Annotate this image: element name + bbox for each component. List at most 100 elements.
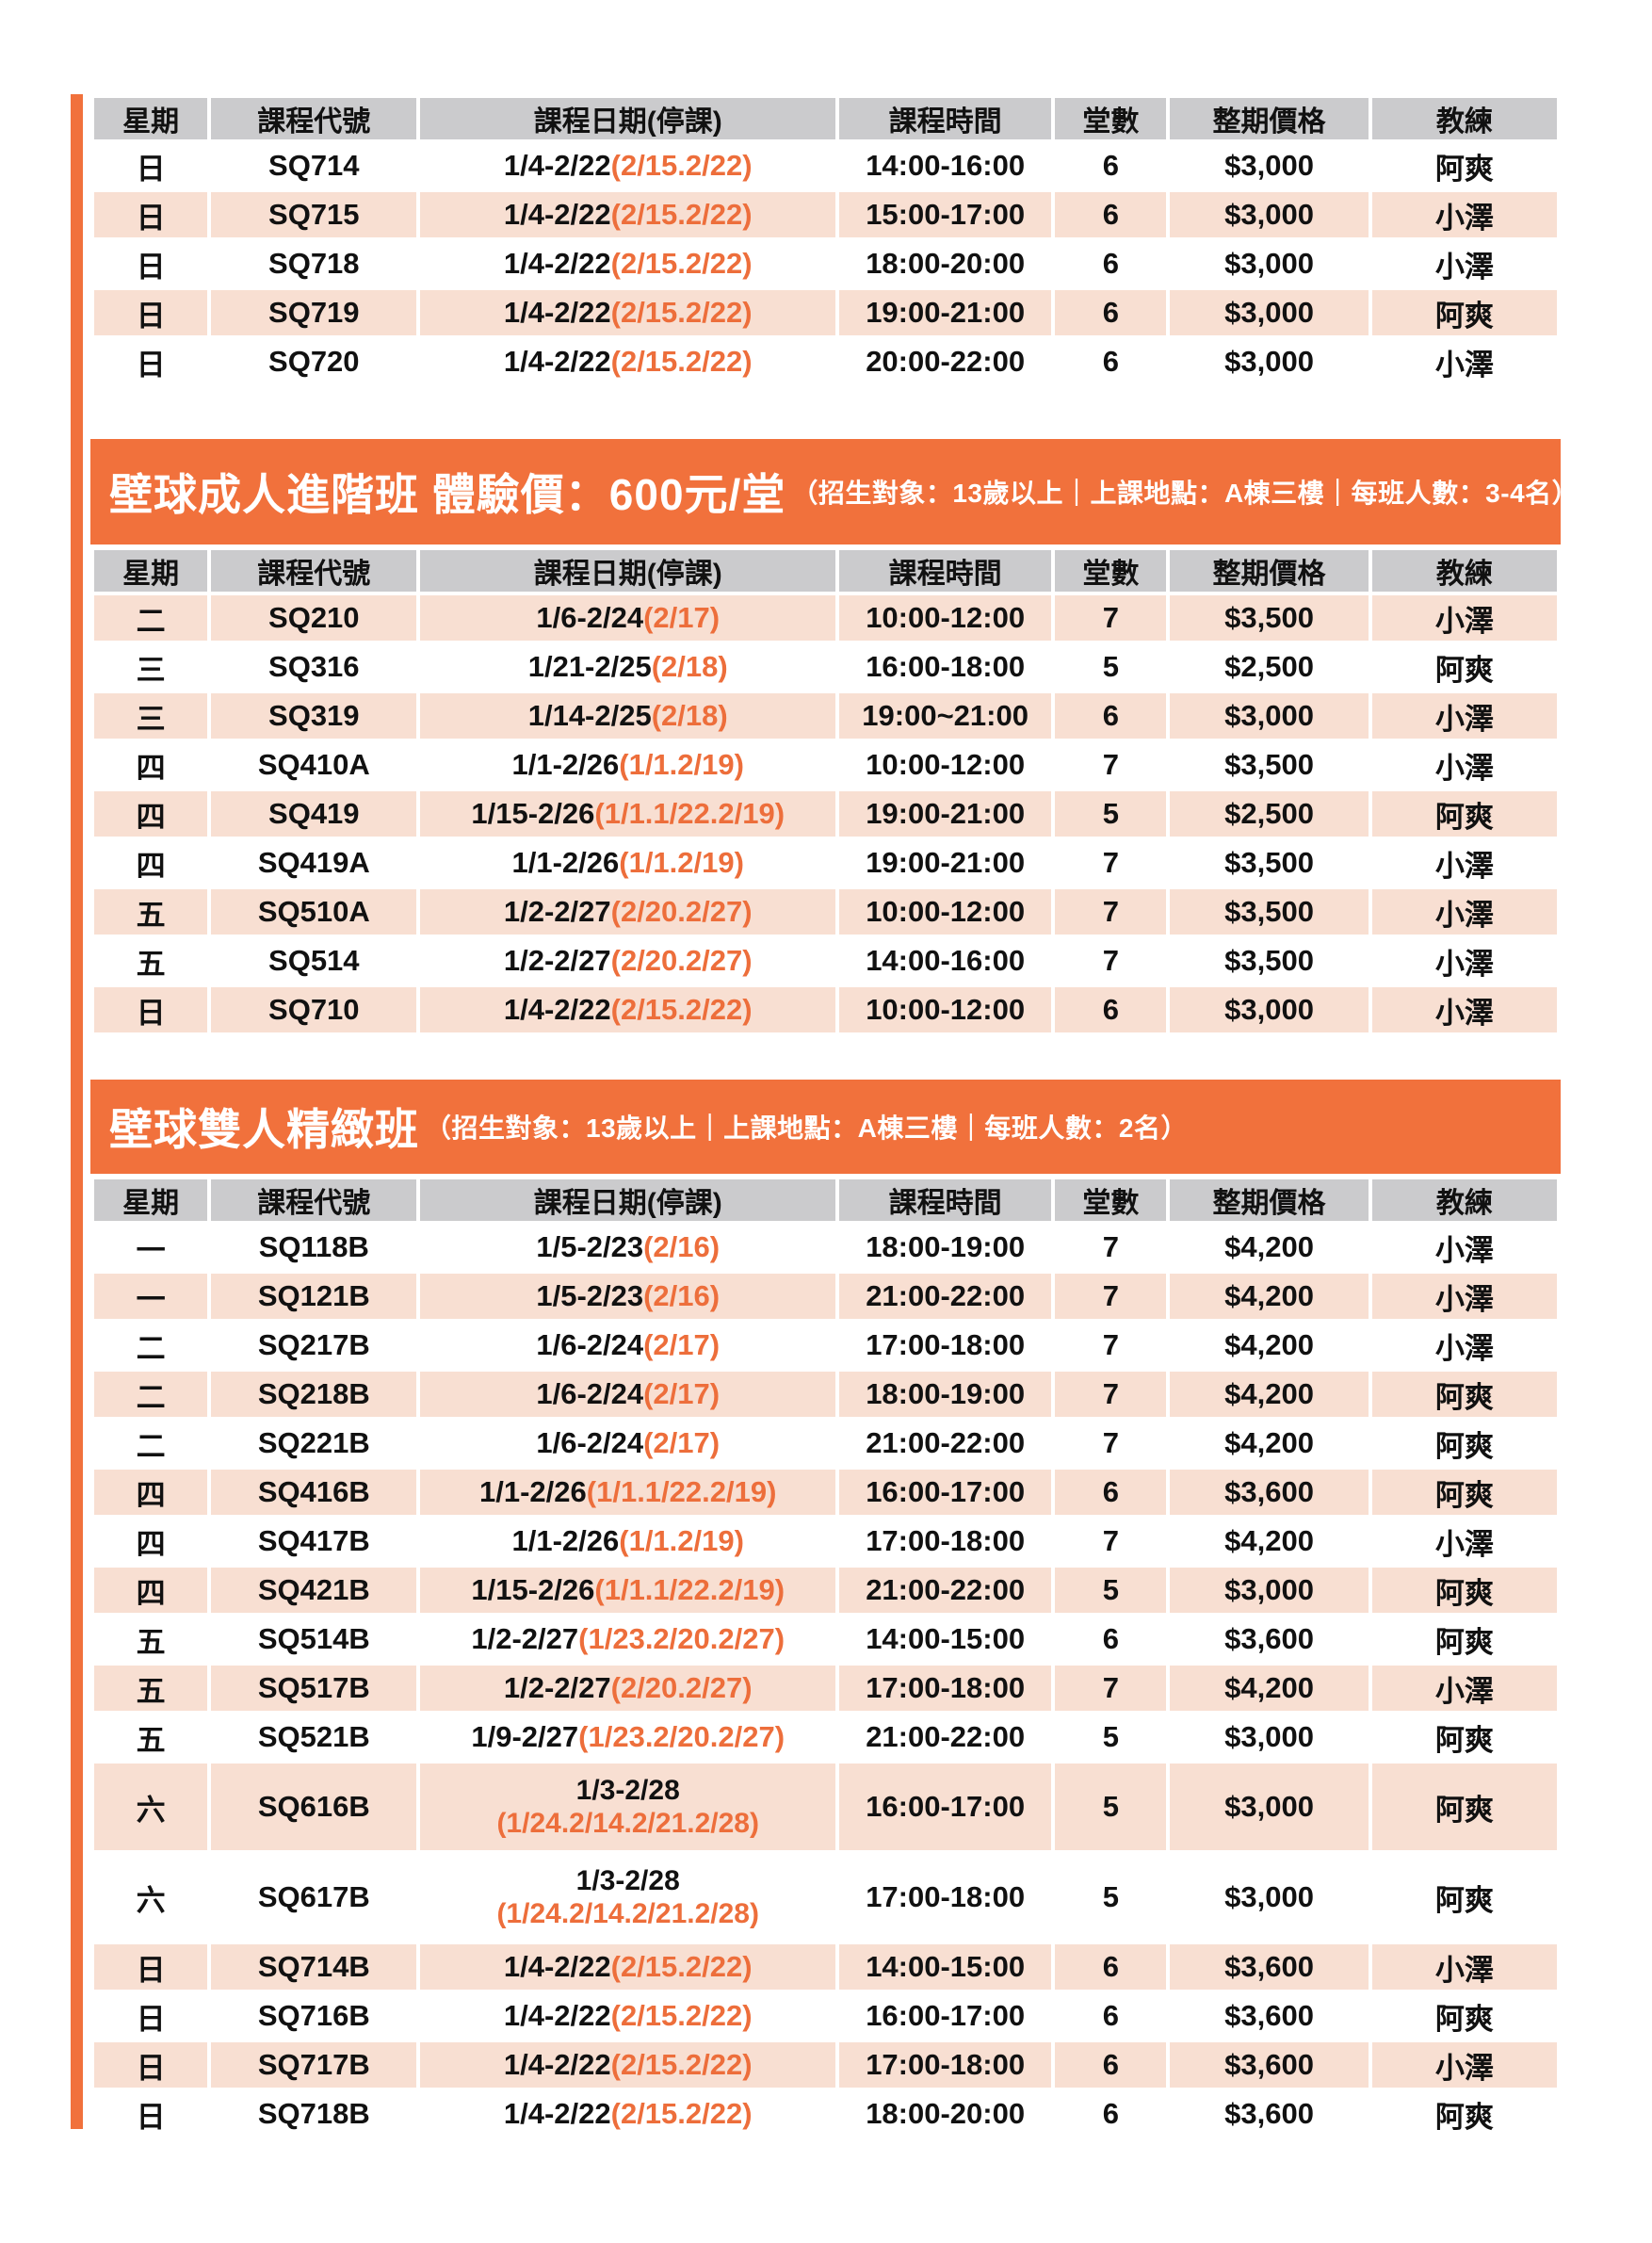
course-code-cell: SQ714B xyxy=(211,1944,417,1990)
session-count-cell: 6 xyxy=(1055,143,1167,188)
column-header: 課程時間 xyxy=(839,98,1052,139)
table-row: 二 SQ218B 1/6-2/24(2/17) 18:00-19:00 7 $4… xyxy=(94,1372,1557,1417)
day-cell: 四 xyxy=(94,840,208,886)
column-header: 星期 xyxy=(94,98,208,139)
coach-cell: 阿爽 xyxy=(1371,143,1557,188)
price-cell: $3,600 xyxy=(1170,2042,1369,2088)
course-time-cell: 14:00-16:00 xyxy=(839,938,1052,983)
course-date-cell: 1/1-2/26(1/1.2/19) xyxy=(420,1519,835,1564)
course-date-cell: 1/2-2/27(2/20.2/27) xyxy=(420,889,835,935)
price-cell: $3,000 xyxy=(1170,987,1369,1032)
coach-cell: 阿爽 xyxy=(1371,1617,1557,1662)
course-date-cell: 1/4-2/22(2/15.2/22) xyxy=(420,241,835,286)
coach-cell: 小澤 xyxy=(1371,192,1557,237)
table-row: 日 SQ718 1/4-2/22(2/15.2/22) 18:00-20:00 … xyxy=(94,241,1557,286)
price-cell: $2,500 xyxy=(1170,791,1369,837)
day-cell: 日 xyxy=(94,987,208,1032)
course-code-cell: SQ514B xyxy=(211,1617,417,1662)
course-time-cell: 19:00-21:00 xyxy=(839,840,1052,886)
coach-cell: 阿爽 xyxy=(1371,1764,1557,1850)
day-cell: 二 xyxy=(94,1421,208,1466)
course-code-cell: SQ617B xyxy=(211,1854,417,1941)
price-cell: $3,000 xyxy=(1170,1764,1369,1850)
course-date-cell: 1/3-2/28 (1/24.2/14.2/21.2/28) xyxy=(420,1764,835,1850)
table-row: 四 SQ417B 1/1-2/26(1/1.2/19) 17:00-18:00 … xyxy=(94,1519,1557,1564)
course-date-cell: 1/15-2/26(1/1.1/22.2/19) xyxy=(420,1568,835,1613)
course-date-cell: 1/6-2/24(2/17) xyxy=(420,1372,835,1417)
table-row: 一 SQ121B 1/5-2/23(2/16) 21:00-22:00 7 $4… xyxy=(94,1274,1557,1319)
price-cell: $4,200 xyxy=(1170,1421,1369,1466)
course-code-cell: SQ210 xyxy=(211,595,417,641)
course-code-cell: SQ217B xyxy=(211,1323,417,1368)
table-row: 日 SQ717B 1/4-2/22(2/15.2/22) 17:00-18:00… xyxy=(94,2042,1557,2088)
course-time-cell: 16:00-17:00 xyxy=(839,1470,1052,1515)
course-date-cell: 1/3-2/28 (1/24.2/14.2/21.2/28) xyxy=(420,1854,835,1941)
course-time-cell: 14:00-16:00 xyxy=(839,143,1052,188)
day-cell: 日 xyxy=(94,2091,208,2137)
course-code-cell: SQ510A xyxy=(211,889,417,935)
session-count-cell: 6 xyxy=(1055,1617,1167,1662)
session-count-cell: 6 xyxy=(1055,2091,1167,2137)
course-time-cell: 19:00-21:00 xyxy=(839,791,1052,837)
coach-cell: 小澤 xyxy=(1371,840,1557,886)
column-header: 教練 xyxy=(1371,550,1557,592)
course-time-cell: 17:00-18:00 xyxy=(839,1854,1052,1941)
course-code-cell: SQ517B xyxy=(211,1666,417,1711)
course-date-cell: 1/4-2/22(2/15.2/22) xyxy=(420,2091,835,2137)
table-header-row: 星期 課程代號 課程日期(停課) 課程時間 堂數 整期價格 教練 xyxy=(94,1179,1557,1221)
price-cell: $3,500 xyxy=(1170,938,1369,983)
day-cell: 四 xyxy=(94,1470,208,1515)
table-row: 四 SQ410A 1/1-2/26(1/1.2/19) 10:00-12:00 … xyxy=(94,742,1557,788)
table-row: 日 SQ710 1/4-2/22(2/15.2/22) 10:00-12:00 … xyxy=(94,987,1557,1032)
course-time-cell: 14:00-15:00 xyxy=(839,1944,1052,1990)
table-row: 四 SQ419 1/15-2/26(1/1.1/22.2/19) 19:00-2… xyxy=(94,791,1557,837)
table-row: 五 SQ521B 1/9-2/27(1/23.2/20.2/27) 21:00-… xyxy=(94,1715,1557,1760)
table-header-row: 星期 課程代號 課程日期(停課) 課程時間 堂數 整期價格 教練 xyxy=(94,98,1557,139)
coach-cell: 小澤 xyxy=(1371,1666,1557,1711)
table-header-row: 星期 課程代號 課程日期(停課) 課程時間 堂數 整期價格 教練 xyxy=(94,550,1557,592)
column-header: 課程代號 xyxy=(211,1179,417,1221)
course-code-cell: SQ718B xyxy=(211,2091,417,2137)
coach-cell: 阿爽 xyxy=(1371,1993,1557,2039)
session-count-cell: 6 xyxy=(1055,192,1167,237)
coach-cell: 小澤 xyxy=(1371,1323,1557,1368)
course-time-cell: 19:00~21:00 xyxy=(839,693,1052,739)
course-date-cell: 1/9-2/27(1/23.2/20.2/27) xyxy=(420,1715,835,1760)
column-header: 課程時間 xyxy=(839,1179,1052,1221)
page-content: 星期 課程代號 課程日期(停課) 課程時間 堂數 整期價格 教練 日 SQ714 1/4-2… xyxy=(90,94,1579,2140)
course-date-cell: 1/1-2/26(1/1.2/19) xyxy=(420,742,835,788)
course-code-cell: SQ410A xyxy=(211,742,417,788)
column-header: 堂數 xyxy=(1055,550,1167,592)
course-time-cell: 16:00-17:00 xyxy=(839,1764,1052,1850)
table-row: 日 SQ718B 1/4-2/22(2/15.2/22) 18:00-20:00… xyxy=(94,2091,1557,2137)
day-cell: 六 xyxy=(94,1854,208,1941)
session-count-cell: 7 xyxy=(1055,595,1167,641)
session-count-cell: 7 xyxy=(1055,889,1167,935)
course-date-cell: 1/4-2/22(2/15.2/22) xyxy=(420,290,835,335)
course-code-cell: SQ718 xyxy=(211,241,417,286)
price-cell: $4,200 xyxy=(1170,1666,1369,1711)
course-code-cell: SQ717B xyxy=(211,2042,417,2088)
table-row: 日 SQ715 1/4-2/22(2/15.2/22) 15:00-17:00 … xyxy=(94,192,1557,237)
table-row: 二 SQ210 1/6-2/24(2/17) 10:00-12:00 7 $3,… xyxy=(94,595,1557,641)
day-cell: 一 xyxy=(94,1225,208,1270)
course-time-cell: 17:00-18:00 xyxy=(839,2042,1052,2088)
course-date-cell: 1/6-2/24(2/17) xyxy=(420,1421,835,1466)
coach-cell: 小澤 xyxy=(1371,339,1557,384)
column-header: 堂數 xyxy=(1055,98,1167,139)
day-cell: 一 xyxy=(94,1274,208,1319)
session-count-cell: 7 xyxy=(1055,840,1167,886)
course-time-cell: 10:00-12:00 xyxy=(839,987,1052,1032)
course-date-cell: 1/2-2/27(2/20.2/27) xyxy=(420,938,835,983)
session-count-cell: 7 xyxy=(1055,742,1167,788)
day-cell: 二 xyxy=(94,1372,208,1417)
coach-cell: 小澤 xyxy=(1371,595,1557,641)
day-cell: 五 xyxy=(94,889,208,935)
course-time-cell: 10:00-12:00 xyxy=(839,742,1052,788)
day-cell: 五 xyxy=(94,1666,208,1711)
table-row: 五 SQ510A 1/2-2/27(2/20.2/27) 10:00-12:00… xyxy=(94,889,1557,935)
price-cell: $4,200 xyxy=(1170,1372,1369,1417)
price-cell: $3,000 xyxy=(1170,1715,1369,1760)
table-row: 一 SQ118B 1/5-2/23(2/16) 18:00-19:00 7 $4… xyxy=(94,1225,1557,1270)
price-cell: $3,600 xyxy=(1170,1617,1369,1662)
